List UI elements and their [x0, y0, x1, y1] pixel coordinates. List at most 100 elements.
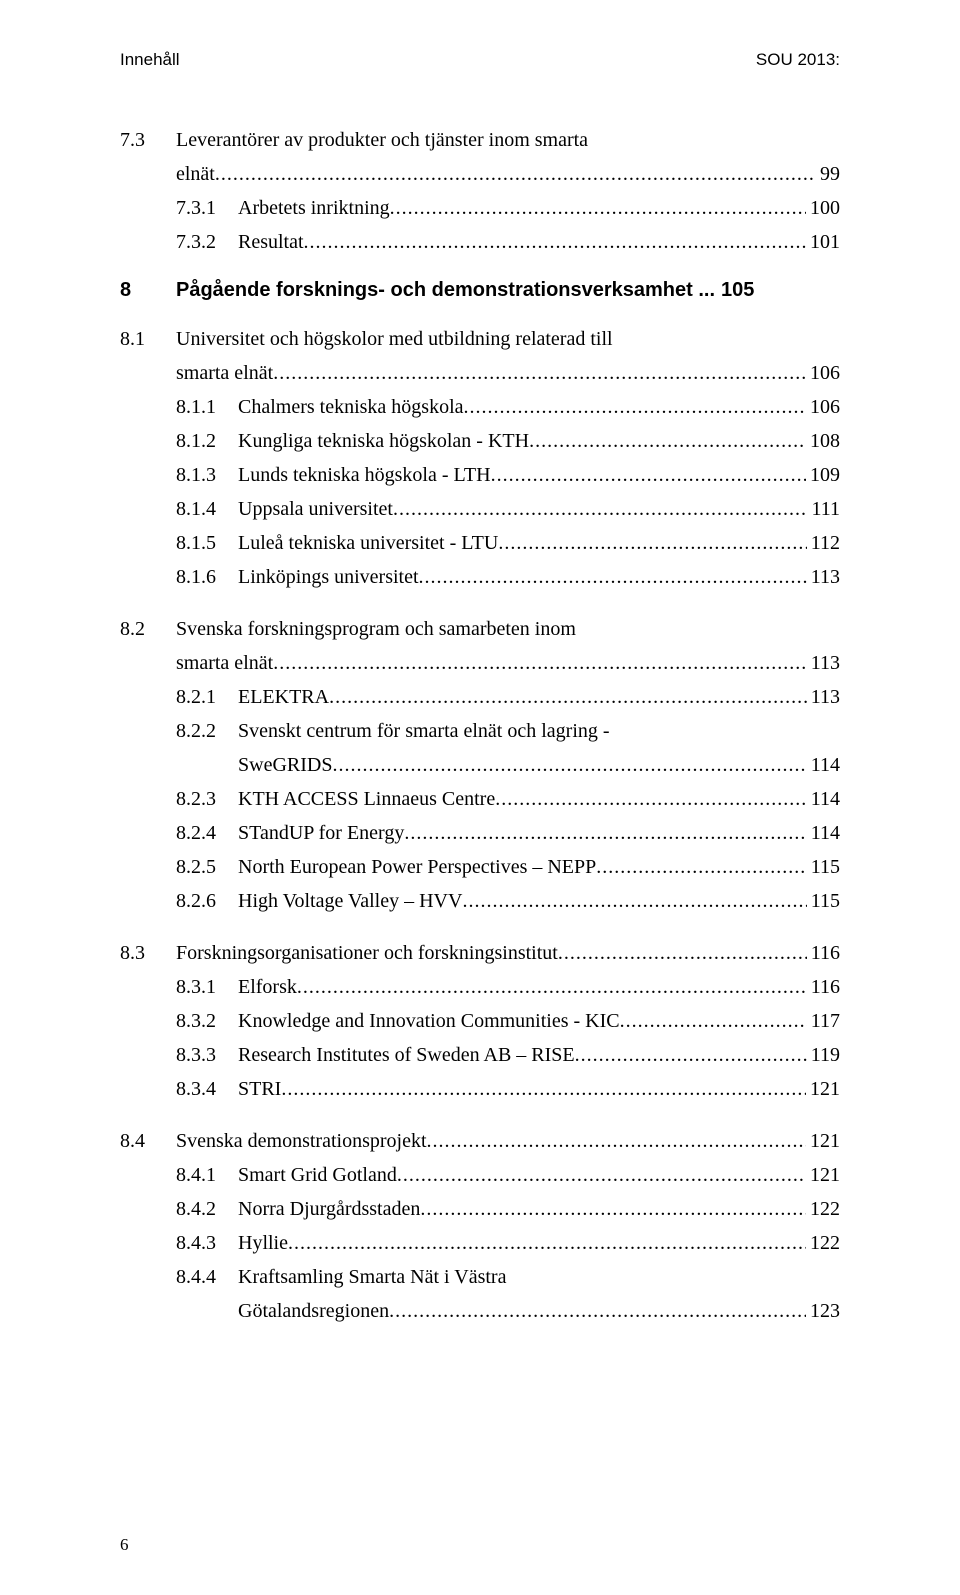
toc-page: 119 — [807, 1040, 840, 1070]
toc-page: 113 — [807, 562, 840, 592]
toc-num: 8.4.4 — [176, 1262, 238, 1292]
toc-num: 8.4.2 — [176, 1194, 238, 1224]
toc-leader: ........................................… — [404, 818, 806, 848]
toc-num: 8.1.4 — [176, 494, 238, 524]
toc-page: 106 — [806, 392, 840, 422]
toc-title: Svenska demonstrationsprojekt — [176, 1126, 427, 1156]
toc-title: North European Power Perspectives – NEPP — [238, 852, 596, 882]
header-right: SOU 2013: — [756, 50, 840, 70]
toc-num: 8.2.2 — [176, 716, 238, 746]
toc-leader: ........................................… — [462, 886, 806, 916]
toc-page: 108 — [806, 426, 840, 456]
toc-leader: ........................................… — [281, 1074, 806, 1104]
toc-title: Leverantörer av produkter och tjänster i… — [176, 125, 588, 155]
toc-entry: 8.3.2Knowledge and Innovation Communitie… — [120, 1006, 840, 1036]
toc-title: High Voltage Valley – HVV — [238, 886, 462, 916]
toc-page: 121 — [806, 1074, 840, 1104]
toc-page: 114 — [807, 750, 840, 780]
toc-leader: ........................................… — [427, 1126, 806, 1156]
toc-page: 122 — [806, 1228, 840, 1258]
toc-page: 99 — [816, 159, 840, 189]
toc-entry: 8.3.4STRI ..............................… — [120, 1074, 840, 1104]
toc-entry: 8.1.4Uppsala universitet ...............… — [120, 494, 840, 524]
toc-entry: 8.2.6High Voltage Valley – HVV .........… — [120, 886, 840, 916]
toc-page: 113 — [807, 648, 840, 678]
toc-entry: 8.1Universitet och högskolor med utbildn… — [120, 324, 840, 354]
toc-title: Forskningsorganisationer och forskningsi… — [176, 938, 558, 968]
toc-entry: 8.2.5North European Power Perspectives –… — [120, 852, 840, 882]
toc-chapter: 8Pågående forsknings- och demonstrations… — [120, 279, 840, 302]
toc-leader: ........................................… — [596, 852, 806, 882]
table-of-contents: 7.3Leverantörer av produkter och tjänste… — [120, 125, 840, 1326]
toc-num: 8.1.6 — [176, 562, 238, 592]
toc-num: 8.2.4 — [176, 818, 238, 848]
toc-num: 8.2.5 — [176, 852, 238, 882]
toc-title: Kungliga tekniska högskolan - KTH — [238, 426, 529, 456]
toc-entry: 8.2.2Svenskt centrum för smarta elnät oc… — [120, 716, 840, 746]
toc-entry: smarta elnät ...........................… — [120, 648, 840, 678]
toc-leader: ........................................… — [620, 1006, 807, 1036]
toc-entry: 8.1.1Chalmers tekniska högskola ........… — [120, 392, 840, 422]
toc-page: 116 — [807, 972, 840, 1002]
toc-title: STRI — [238, 1074, 281, 1104]
toc-page: 112 — [807, 528, 840, 558]
toc-num: 8.4.3 — [176, 1228, 238, 1258]
toc-leader: ........................................… — [304, 227, 806, 257]
toc-entry: Götalandsregionen ......................… — [120, 1296, 840, 1326]
toc-title: Smart Grid Gotland — [238, 1160, 397, 1190]
toc-leader: ........................................… — [558, 938, 807, 968]
toc-entry: 8.4.2Norra Djurgårdsstaden .............… — [120, 1194, 840, 1224]
toc-leader: ........................................… — [420, 1194, 806, 1224]
toc-num: 8.2 — [120, 614, 176, 644]
toc-num: 8.3.4 — [176, 1074, 238, 1104]
toc-page: 115 — [807, 886, 840, 916]
toc-num: 8.1.3 — [176, 460, 238, 490]
toc-title: Svenska forskningsprogram och samarbeten… — [176, 614, 576, 644]
toc-title: Luleå tekniska universitet - LTU — [238, 528, 498, 558]
toc-page: 106 — [806, 358, 840, 388]
page-number: 6 — [120, 1535, 129, 1555]
toc-num: 8.4.1 — [176, 1160, 238, 1190]
toc-entry: 8.4.1Smart Grid Gotland ................… — [120, 1160, 840, 1190]
toc-title: Chalmers tekniska högskola — [238, 392, 464, 422]
toc-entry: 8.1.5Luleå tekniska universitet - LTU ..… — [120, 528, 840, 558]
toc-num: 8.3.3 — [176, 1040, 238, 1070]
toc-entry: 8.3.1Elforsk ...........................… — [120, 972, 840, 1002]
toc-leader: ........................................… — [288, 1228, 806, 1258]
toc-title: Linköpings universitet — [238, 562, 419, 592]
toc-num: 8.2.1 — [176, 682, 238, 712]
toc-leader: ........................................… — [397, 1160, 806, 1190]
toc-page: 121 — [806, 1160, 840, 1190]
toc-entry: 8.1.2Kungliga tekniska högskolan - KTH .… — [120, 426, 840, 456]
toc-leader: ........................................… — [390, 193, 806, 223]
toc-title: smarta elnät — [176, 648, 273, 678]
toc-title: Knowledge and Innovation Communities - K… — [238, 1006, 620, 1036]
toc-entry: 7.3.1Arbetets inriktning ...............… — [120, 193, 840, 223]
toc-title: Resultat — [238, 227, 304, 257]
toc-num: 8.4 — [120, 1126, 176, 1156]
toc-leader: ........................................… — [332, 750, 806, 780]
toc-page: 121 — [806, 1126, 840, 1156]
toc-entry: 8.4.4Kraftsamling Smarta Nät i Västra — [120, 1262, 840, 1292]
toc-entry: 8.1.3Lunds tekniska högskola - LTH .....… — [120, 460, 840, 490]
toc-num: 8.2.6 — [176, 886, 238, 916]
toc-leader: ........................................… — [273, 358, 806, 388]
toc-page: 114 — [807, 818, 840, 848]
toc-entry: 8.4Svenska demonstrationsprojekt .......… — [120, 1126, 840, 1156]
toc-leader: ........................................… — [495, 784, 807, 814]
toc-leader: ........................................… — [329, 682, 807, 712]
toc-leader: ........................................… — [215, 159, 816, 189]
toc-entry: SweGRIDS ...............................… — [120, 750, 840, 780]
toc-entry: 8.2.1ELEKTRA ...........................… — [120, 682, 840, 712]
toc-entry: 8.2.3KTH ACCESS Linnaeus Centre ........… — [120, 784, 840, 814]
toc-title: Research Institutes of Sweden AB – RISE — [238, 1040, 575, 1070]
toc-num: 8.3.2 — [176, 1006, 238, 1036]
toc-leader: ........................................… — [529, 426, 806, 456]
toc-leader: ........................................… — [498, 528, 806, 558]
toc-entry: 8.2Svenska forskningsprogram och samarbe… — [120, 614, 840, 644]
toc-page: 101 — [806, 227, 840, 257]
toc-entry: 8.2.4STandUP for Energy ................… — [120, 818, 840, 848]
toc-leader: ........................................… — [297, 972, 807, 1002]
toc-page: 115 — [807, 852, 840, 882]
toc-entry: 8.3Forskningsorganisationer och forsknin… — [120, 938, 840, 968]
